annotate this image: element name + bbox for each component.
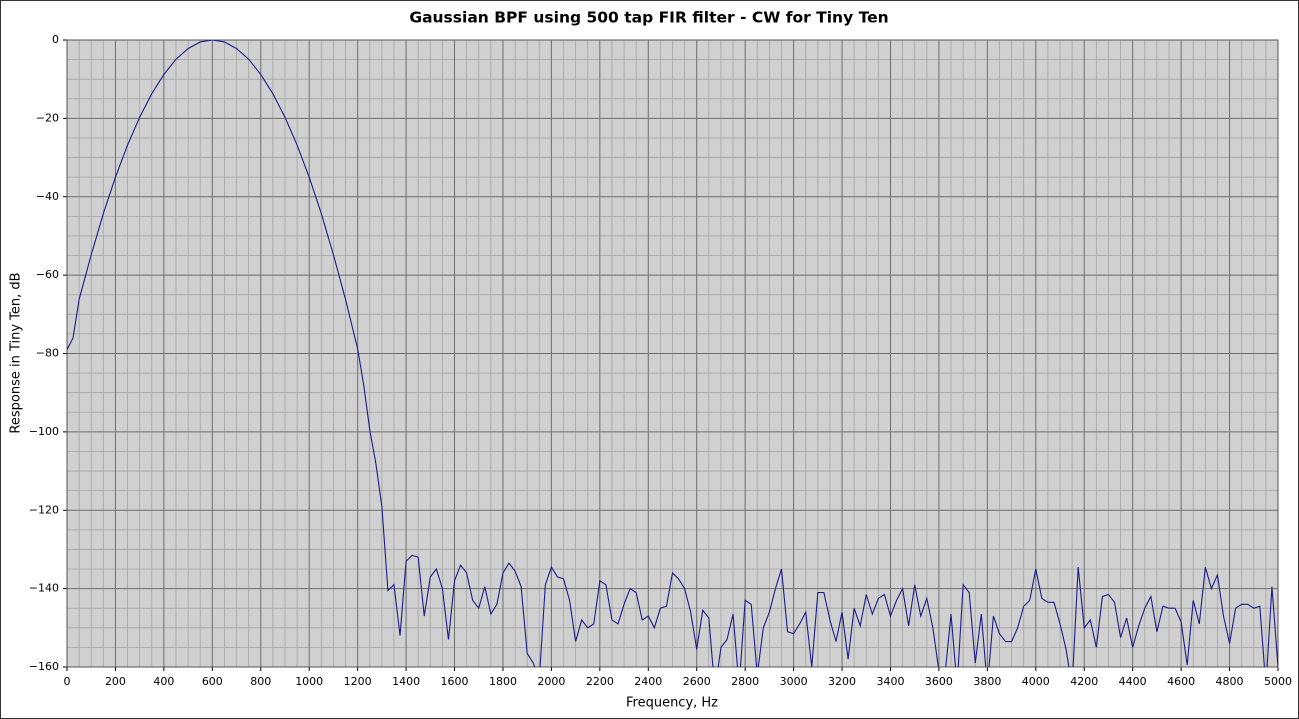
x-tick-label: 1400 (392, 675, 420, 688)
x-tick-label: 4400 (1119, 675, 1147, 688)
y-axis-label: Response in Tiny Ten, dB (9, 272, 24, 433)
x-tick-label: 1200 (344, 675, 372, 688)
x-tick-label: 2000 (537, 675, 565, 688)
x-tick-label: 600 (202, 675, 223, 688)
x-tick-label: 2800 (731, 675, 759, 688)
x-tick-label: 400 (153, 675, 174, 688)
x-axis-label: Frequency, Hz (626, 696, 718, 711)
x-tick-label: 3200 (828, 675, 856, 688)
y-tick-label: −40 (36, 190, 59, 203)
x-tick-label: 4800 (1216, 675, 1244, 688)
x-tick-label: 800 (250, 675, 271, 688)
y-tick-label: 0 (52, 33, 59, 46)
y-tick-label: −100 (29, 425, 59, 438)
x-tick-label: 2200 (586, 675, 614, 688)
y-tick-label: −140 (29, 582, 59, 595)
x-tick-label: 2600 (683, 675, 711, 688)
x-tick-label: 200 (105, 675, 126, 688)
x-tick-label: 1800 (489, 675, 517, 688)
x-tick-label: 4600 (1167, 675, 1195, 688)
y-tick-label: −120 (29, 503, 59, 516)
plot-border (66, 39, 1279, 668)
x-tick-label: 5000 (1264, 675, 1292, 688)
x-tick-label: 1000 (295, 675, 323, 688)
x-tick-label: 3800 (973, 675, 1001, 688)
y-tick-label: −60 (36, 268, 59, 281)
x-tick-label: 3000 (780, 675, 808, 688)
y-tick-label: −20 (36, 111, 59, 124)
x-tick-label: 4000 (1022, 675, 1050, 688)
chart-title: Gaussian BPF using 500 tap FIR filter - … (409, 9, 888, 27)
x-tick-label: 4200 (1070, 675, 1098, 688)
data-line (67, 40, 1278, 667)
x-tick-label: 0 (64, 675, 71, 688)
x-tick-label: 3400 (876, 675, 904, 688)
y-tick-label: −80 (36, 347, 59, 360)
x-tick-label: 2400 (634, 675, 662, 688)
x-tick-label: 1600 (441, 675, 469, 688)
y-tick-label: −160 (29, 660, 59, 673)
x-tick-label: 3600 (925, 675, 953, 688)
